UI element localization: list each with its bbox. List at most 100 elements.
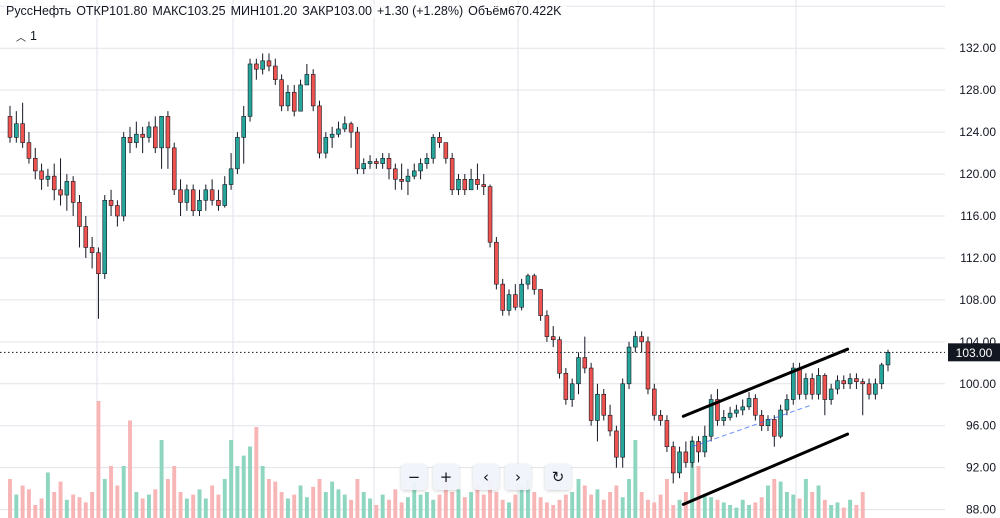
candle-body	[462, 179, 468, 191]
candle-body	[816, 375, 821, 395]
candle-body	[677, 451, 682, 474]
reset-icon: ↻	[551, 468, 565, 486]
price-tick-label: 128.00	[959, 83, 996, 97]
volume-bar	[601, 499, 606, 518]
plus-icon: +	[439, 468, 453, 486]
volume-bar	[544, 502, 549, 518]
candle	[437, 132, 442, 148]
candle-body	[323, 137, 329, 154]
candle	[538, 289, 543, 321]
volume-bar	[361, 492, 366, 518]
volume-bar	[507, 502, 511, 518]
candle	[146, 121, 152, 143]
candle-body	[102, 199, 108, 274]
trend-channel[interactable]	[681, 347, 850, 506]
candle-body	[456, 179, 461, 191]
candle	[171, 142, 177, 196]
candle-body	[513, 294, 518, 308]
volume-bar	[8, 479, 12, 518]
volume-bar	[627, 479, 631, 518]
reset-chart-button[interactable]: ↻	[545, 464, 571, 490]
candle-body	[146, 126, 152, 138]
volume-bar	[393, 489, 398, 518]
candle	[7, 105, 13, 143]
candle	[879, 362, 884, 390]
symbol-name[interactable]: РуссНефть	[6, 4, 72, 18]
candle-body	[228, 168, 234, 185]
candle-body	[525, 275, 531, 285]
candle-body	[412, 170, 417, 177]
upper-trendline[interactable]	[681, 347, 850, 418]
candle	[430, 134, 436, 164]
candle-body	[51, 175, 57, 191]
candle-body	[784, 399, 790, 411]
candle	[190, 184, 196, 217]
volume-bar	[412, 481, 417, 518]
scroll-left-button[interactable]: ‹	[473, 464, 499, 490]
candle	[721, 409, 727, 426]
volume-bar	[620, 497, 625, 518]
candle	[784, 394, 790, 416]
volume-bar	[595, 489, 600, 518]
candle-body	[70, 181, 76, 203]
candle-body	[159, 116, 164, 149]
zoom-in-button[interactable]: +	[433, 464, 459, 490]
candle-body	[165, 116, 171, 149]
candle-body	[336, 128, 341, 135]
candle-body	[405, 175, 411, 182]
candle-body	[342, 123, 348, 130]
low-value: 101.20	[259, 4, 298, 18]
candle-body	[209, 189, 215, 201]
candle-body	[399, 179, 404, 182]
candle	[715, 389, 720, 426]
candle-body	[689, 441, 695, 463]
volume-bar	[450, 492, 455, 518]
current-price-tag	[948, 343, 1000, 362]
volume-bar	[222, 479, 227, 518]
scroll-right-button[interactable]: ›	[505, 464, 531, 490]
candle	[235, 132, 240, 175]
indicator-count: 1	[30, 29, 37, 43]
candle	[885, 349, 891, 372]
indicators-toggle-button[interactable]: ︿ 1	[12, 26, 41, 46]
candle-body	[652, 388, 657, 416]
volume-bar	[115, 485, 120, 518]
lower-trendline[interactable]	[681, 432, 850, 506]
volume-bar	[822, 499, 827, 518]
volume-bar	[860, 492, 865, 518]
volume-bar	[791, 494, 796, 518]
price-tick-label: 92.00	[966, 461, 996, 475]
candle	[209, 179, 215, 206]
change-value: +1.30 (+1.28%)	[376, 4, 464, 18]
candle-body	[83, 226, 89, 248]
candle	[816, 368, 821, 400]
candle	[702, 425, 708, 458]
volume-bar	[443, 479, 448, 518]
price-tick-label: 112.00	[960, 251, 996, 265]
volume-bar	[71, 494, 76, 518]
midline[interactable]	[691, 404, 813, 448]
candle-body	[14, 123, 19, 138]
candle-body	[134, 133, 139, 143]
candle	[418, 158, 423, 180]
price-axis[interactable]: 132.00 128.00 124.00 120.00 116.00 112.00 108.…	[948, 41, 1000, 517]
zoom-out-button[interactable]: −	[401, 464, 427, 490]
candle	[241, 105, 246, 164]
candle-body	[108, 199, 114, 206]
volume-bar	[178, 492, 183, 518]
volume-bar	[525, 479, 530, 518]
volume-bar	[683, 492, 688, 518]
candle-body	[753, 398, 758, 416]
candle-body	[576, 357, 581, 385]
volume-bar	[58, 481, 63, 518]
candle	[39, 163, 44, 190]
low-label: МИН	[230, 4, 259, 18]
candle-body	[658, 414, 663, 421]
candle-body	[841, 380, 847, 385]
candle-body	[734, 409, 739, 414]
candle-body	[279, 79, 284, 107]
open-value: 101.80	[109, 4, 148, 18]
candle	[607, 404, 613, 437]
candle	[841, 375, 847, 390]
